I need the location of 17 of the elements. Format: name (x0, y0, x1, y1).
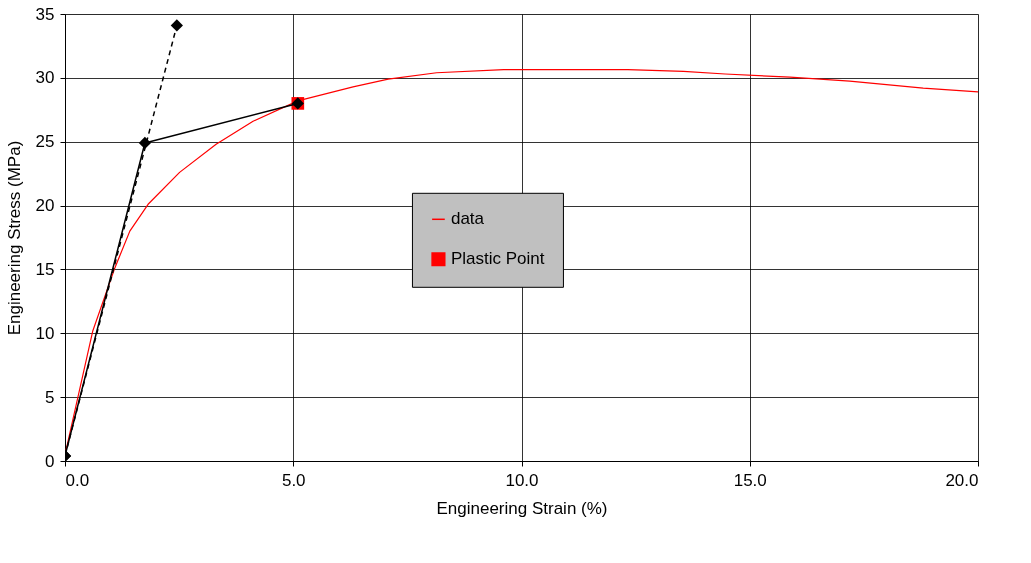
x-tick-label: 10.0 (505, 470, 539, 490)
y-tick-label: 35 (35, 4, 55, 24)
x-tick-label: 20.0 (945, 470, 979, 490)
x-tick-label: 15.0 (733, 470, 767, 490)
y-tick-label: 25 (35, 132, 55, 152)
legend-label: Plastic Point (450, 249, 545, 269)
y-tick-label: 10 (35, 323, 55, 343)
y-tick-label: 20 (35, 196, 55, 216)
y-tick-label: 30 (35, 68, 55, 88)
x-axis-title: Engineering Strain (%) (436, 498, 608, 518)
x-tick-label: 0.0 (65, 470, 90, 490)
y-tick-label: 15 (35, 259, 55, 279)
y-axis-title: Engineering Stress (MPa) (4, 140, 24, 336)
y-tick-label: 5 (45, 387, 55, 407)
x-tick-label: 5.0 (281, 470, 306, 490)
y-tick-label: 0 (45, 451, 55, 471)
legend-label: data (450, 209, 485, 229)
